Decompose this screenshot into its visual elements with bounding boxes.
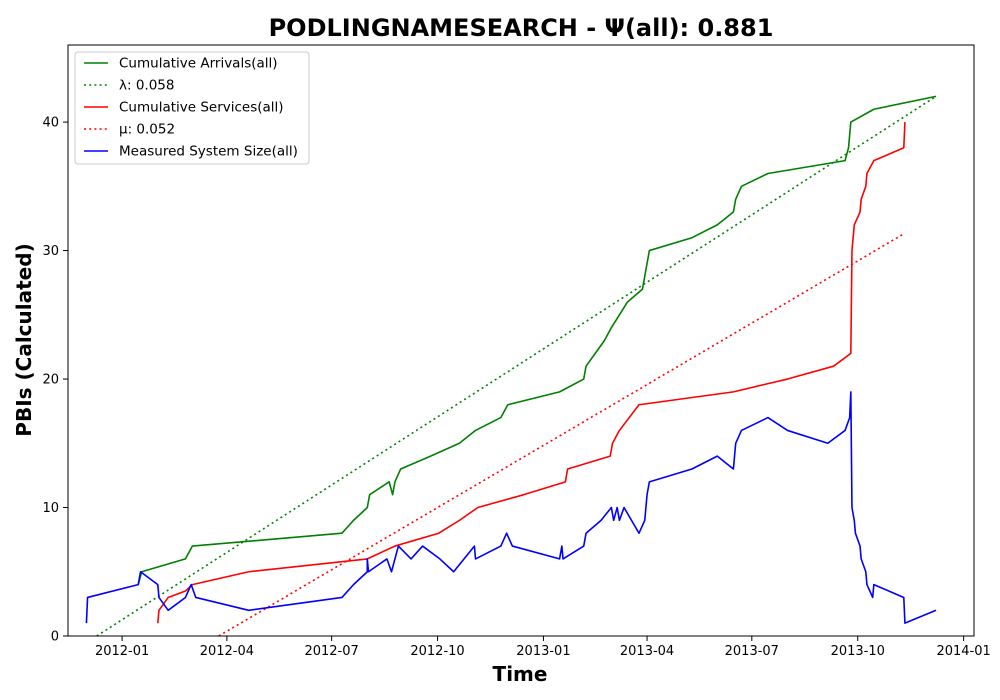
chart-title: PODLINGNAMESEARCH - Ψ(all): 0.881 [269, 14, 774, 42]
x-tick-label: 2013-01 [516, 644, 570, 659]
y-tick-label: 0 [51, 630, 59, 645]
legend-label: μ: 0.052 [119, 122, 175, 138]
series-line-cumulative-services-all [156, 122, 906, 624]
series-line-cumulative-arrivals-all [137, 95, 937, 585]
x-tick-label: 2012-07 [304, 644, 358, 659]
x-tick-label: 2014-01 [936, 644, 990, 659]
legend-label: Cumulative Services(all) [119, 100, 284, 116]
legend: Cumulative Arrivals(all) λ: 0.058 Cumulati… [74, 51, 310, 165]
legend-label: Measured System Size(all) [119, 144, 298, 160]
legend-box [74, 51, 310, 165]
x-tick-label: 2012-10 [410, 644, 464, 659]
x-tick-label: 2013-10 [831, 644, 885, 659]
plot-frame [67, 44, 975, 637]
y-tick-label: 20 [42, 373, 59, 388]
legend-entries: Cumulative Arrivals(all) λ: 0.058 Cumulati… [84, 56, 298, 160]
legend-label: Cumulative Arrivals(all) [119, 56, 278, 72]
y-tick-label: 10 [42, 501, 59, 516]
x-tick-label: 2013-07 [725, 644, 779, 659]
x-tick-label: 2012-04 [200, 644, 254, 659]
x-tick-label: 2013-04 [620, 644, 674, 659]
y-tick-label: 30 [42, 244, 59, 259]
y-axis-title: PBIs (Calculated) [12, 243, 36, 436]
x-tick-label: 2012-01 [95, 644, 149, 659]
y-axis-ticks: 0 10 20 30 40 [42, 116, 68, 645]
y-tick-label: 40 [42, 116, 59, 131]
x-axis-ticks: 2012-01 2012-04 2012-07 2012-10 2013-01 2013-… [95, 636, 991, 659]
legend-label: λ: 0.058 [119, 78, 174, 94]
series-line-0-052 [218, 233, 905, 637]
x-axis-title: Time [493, 662, 548, 686]
series-line-measured-system-size-all [85, 391, 937, 624]
series-layer [85, 95, 937, 637]
